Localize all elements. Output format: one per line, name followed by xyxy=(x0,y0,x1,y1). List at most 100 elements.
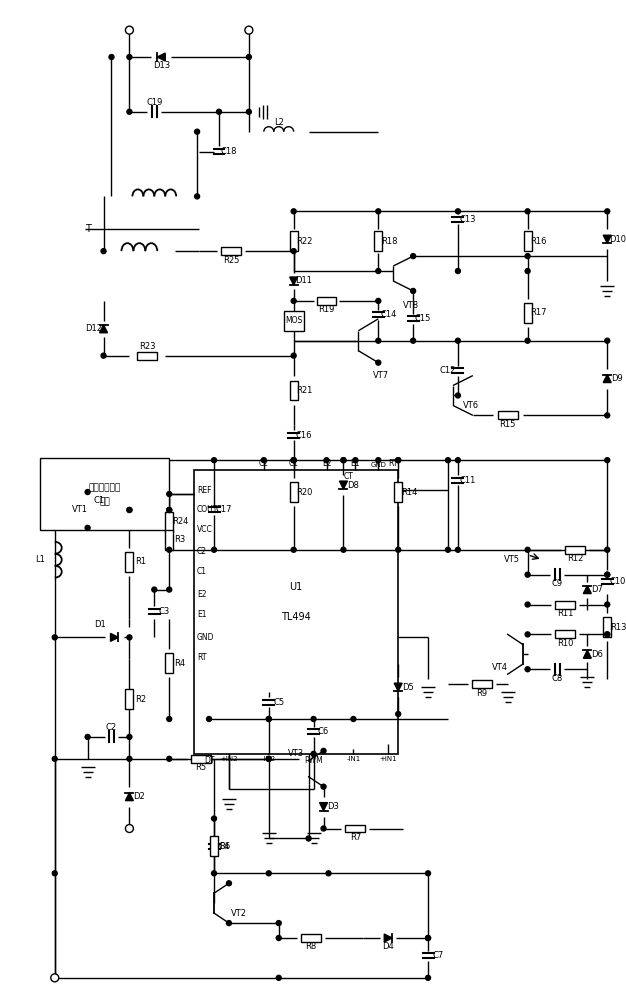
Circle shape xyxy=(396,547,401,552)
Circle shape xyxy=(85,490,90,495)
Circle shape xyxy=(446,458,451,463)
Circle shape xyxy=(525,269,530,274)
Text: R19: R19 xyxy=(319,305,335,314)
Circle shape xyxy=(276,975,281,980)
Bar xyxy=(191,755,211,763)
Circle shape xyxy=(127,734,132,739)
Bar xyxy=(165,653,173,673)
Bar xyxy=(194,470,398,754)
Text: -IN1: -IN1 xyxy=(346,756,361,762)
Circle shape xyxy=(446,547,451,552)
Text: C4: C4 xyxy=(218,842,230,851)
Circle shape xyxy=(605,572,610,577)
Text: R24: R24 xyxy=(172,517,188,526)
Text: REF: REF xyxy=(197,486,212,495)
Text: VT8: VT8 xyxy=(403,301,419,310)
Circle shape xyxy=(195,129,200,134)
Text: T: T xyxy=(85,224,91,234)
Text: RT: RT xyxy=(197,653,207,662)
Text: C9: C9 xyxy=(552,579,563,588)
Circle shape xyxy=(217,109,222,114)
Text: R17: R17 xyxy=(530,308,546,317)
Circle shape xyxy=(456,338,460,343)
Circle shape xyxy=(212,458,217,463)
Circle shape xyxy=(167,507,172,512)
Circle shape xyxy=(291,547,296,552)
Text: C1: C1 xyxy=(197,567,207,576)
Text: D5: D5 xyxy=(403,683,414,692)
Circle shape xyxy=(109,55,114,60)
Circle shape xyxy=(195,194,200,199)
Polygon shape xyxy=(125,793,133,801)
Circle shape xyxy=(525,667,530,672)
Text: C6: C6 xyxy=(318,727,329,736)
Circle shape xyxy=(266,717,271,721)
Bar xyxy=(523,231,531,251)
Circle shape xyxy=(167,507,172,512)
Text: DT: DT xyxy=(204,756,214,765)
Bar xyxy=(125,552,133,572)
Text: C13: C13 xyxy=(459,215,476,224)
Circle shape xyxy=(376,298,381,303)
Text: D1: D1 xyxy=(94,620,105,629)
Circle shape xyxy=(227,921,232,926)
Text: R4: R4 xyxy=(175,659,186,668)
Circle shape xyxy=(456,393,460,398)
Text: GND: GND xyxy=(371,462,386,468)
Text: R15: R15 xyxy=(500,420,516,429)
Text: +IN2: +IN2 xyxy=(220,756,238,762)
Text: C1: C1 xyxy=(94,496,105,505)
Circle shape xyxy=(291,209,296,214)
Bar xyxy=(125,689,133,709)
Text: VT7: VT7 xyxy=(373,371,389,380)
Text: D3: D3 xyxy=(327,802,339,811)
Circle shape xyxy=(456,458,460,463)
Circle shape xyxy=(326,871,331,876)
Circle shape xyxy=(396,458,401,463)
Bar xyxy=(523,303,531,323)
Text: 三端集成稳压: 三端集成稳压 xyxy=(88,484,121,493)
Circle shape xyxy=(426,975,431,980)
Text: D6: D6 xyxy=(592,650,603,659)
Circle shape xyxy=(525,572,530,577)
Circle shape xyxy=(127,507,132,512)
Circle shape xyxy=(212,547,217,552)
Text: PWM: PWM xyxy=(304,756,323,765)
Text: R22: R22 xyxy=(297,237,313,246)
Text: D4: D4 xyxy=(382,942,394,951)
Text: C2: C2 xyxy=(106,723,117,732)
Circle shape xyxy=(167,717,172,721)
Text: E2: E2 xyxy=(322,459,331,468)
Circle shape xyxy=(426,936,431,940)
Text: D13: D13 xyxy=(153,61,170,70)
Text: CT: CT xyxy=(344,472,353,481)
Circle shape xyxy=(291,458,296,463)
Circle shape xyxy=(396,458,401,463)
Circle shape xyxy=(456,209,460,214)
Polygon shape xyxy=(583,586,592,594)
Circle shape xyxy=(167,547,172,552)
Polygon shape xyxy=(319,803,327,811)
Bar xyxy=(603,617,611,637)
Circle shape xyxy=(525,338,530,343)
Circle shape xyxy=(167,492,172,497)
Circle shape xyxy=(426,936,431,940)
Text: R2: R2 xyxy=(135,695,146,704)
Circle shape xyxy=(207,717,212,721)
Circle shape xyxy=(525,632,530,637)
Bar xyxy=(394,482,402,502)
Text: R1: R1 xyxy=(135,557,146,566)
Circle shape xyxy=(125,825,133,832)
Text: R8: R8 xyxy=(305,942,316,951)
Polygon shape xyxy=(603,235,611,243)
Circle shape xyxy=(266,756,271,761)
Text: R6: R6 xyxy=(219,842,230,851)
Text: C17: C17 xyxy=(216,505,232,514)
Text: R11: R11 xyxy=(557,609,573,618)
Text: -IN2: -IN2 xyxy=(262,756,276,762)
Circle shape xyxy=(525,254,530,259)
Circle shape xyxy=(605,338,610,343)
Circle shape xyxy=(605,632,610,637)
Circle shape xyxy=(276,921,281,926)
Polygon shape xyxy=(339,481,347,489)
